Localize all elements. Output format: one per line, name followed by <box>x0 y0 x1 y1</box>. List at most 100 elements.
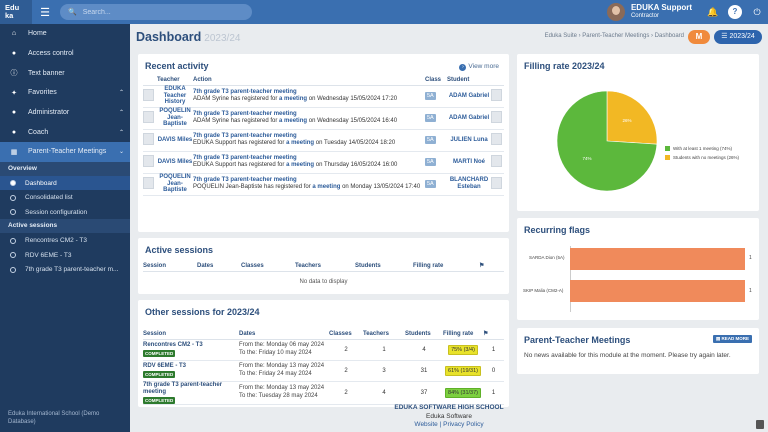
sidebar-item-administrator[interactable]: ● Administrator ⌃ <box>0 103 130 123</box>
recent-activity-title: Recent activity <box>145 61 209 71</box>
sidebar-label: Favorites <box>28 89 57 97</box>
session-name[interactable]: 7th grade T3 parent-teacher meeting <box>143 381 223 395</box>
sidebar-item-text-banner[interactable]: ⓘ Text banner <box>0 63 130 83</box>
sidebar-item-access-control[interactable]: ● Access control <box>0 44 130 64</box>
sidebar-label: Parent-Teacher Meetings <box>28 148 107 156</box>
filling-rate-badge: 84% (31/37) <box>445 387 481 398</box>
students-count: 4 <box>405 339 443 361</box>
other-sessions-title: Other sessions for 2023/24 <box>145 307 260 317</box>
action-title[interactable]: 7th grade T3 parent-teacher meeting <box>193 88 297 95</box>
year-select-button[interactable]: ☰ 2023/24 <box>714 30 762 44</box>
bar-value-label: 1 <box>749 255 752 261</box>
power-icon[interactable]: ⏻ <box>753 7 761 17</box>
action-detail: EDUKA Support has registered for a meeti… <box>193 162 425 170</box>
table-row: EDUKA Teacher History 7th grade T3 paren… <box>143 85 504 108</box>
breadcrumb[interactable]: Eduka Suite › Parent-Teacher Meetings › … <box>544 33 684 39</box>
arrow-right-icon: › <box>459 64 467 71</box>
column-header-dates: Dates <box>197 261 241 272</box>
legend-item[interactable]: Students with no meetings (26%) <box>665 155 739 160</box>
date-to: To the: Tuesday 28 may 2024 <box>239 392 318 399</box>
eduka-help-button[interactable]: M <box>688 30 710 44</box>
sidebar-item-favorites[interactable]: ✦ Favorites ⌃ <box>0 83 130 103</box>
action-title[interactable]: 7th grade T3 parent-teacher meeting <box>193 176 297 183</box>
student-name[interactable]: MARTI Noé <box>447 151 491 174</box>
chevron-up-icon: ⌃ <box>118 90 124 97</box>
students-count: 37 <box>405 381 443 405</box>
student-photo <box>491 177 502 189</box>
class-badge: 5A <box>425 114 436 122</box>
table-row: DAVIS Miles 7th grade T3 parent-teacher … <box>143 151 504 174</box>
subitem-label: Rencontres CM2 - T3 <box>25 237 88 245</box>
table-row[interactable]: RDV 6EME - T3 COMPLETED From the: Monday … <box>143 360 504 382</box>
student-name[interactable]: ADAM Gabriel <box>447 85 491 108</box>
sidebar-item-parent-teacher-meetings[interactable]: ▦ Parent-Teacher Meetings ⌄ <box>0 142 130 162</box>
student-name[interactable]: BLANCHARD Esteban <box>447 173 491 196</box>
logo-text-1: Edu <box>5 3 20 12</box>
circle-icon <box>10 194 16 201</box>
read-more-button[interactable]: ▤ READ MORE <box>712 335 752 343</box>
bar-mark <box>570 248 745 270</box>
bell-icon[interactable]: 🔔 <box>707 7 719 17</box>
bar-category-label: SARDA Dion (5A) <box>529 255 565 260</box>
sidebar-subitem-session-configuration[interactable]: Session configuration <box>0 205 130 220</box>
table-row[interactable]: Rencontres CM2 - T3 COMPLETED From the: M… <box>143 339 504 361</box>
pie-slice[interactable] <box>606 90 657 145</box>
circle-icon <box>10 266 16 273</box>
sidebar-item-coach[interactable]: ● Coach ⌃ <box>0 122 130 142</box>
sidebar-item-home[interactable]: ⌂ Home <box>0 24 130 44</box>
students-count: 31 <box>405 360 443 382</box>
column-header-teachers: Teachers <box>295 261 355 272</box>
sidebar-subitem-session[interactable]: 7th grade T3 parent-teacher m... <box>0 262 130 277</box>
news-empty-message: No news available for this module at the… <box>524 352 731 359</box>
teacher-name[interactable]: POQUELIN Jean-Baptiste <box>157 173 193 196</box>
column-header-dates: Dates <box>239 324 329 340</box>
legend-item[interactable]: With at least 1 meeting (74%) <box>665 146 739 151</box>
hamburger-menu-icon[interactable]: ☰ <box>40 6 50 19</box>
help-icon[interactable]: ? <box>728 5 742 19</box>
filling-rate-title: Filling rate 2023/24 <box>524 61 605 71</box>
active-sessions-heading: Active sessions <box>0 219 130 234</box>
table-row[interactable]: 7th grade T3 parent-teacher meeting COMPL… <box>143 381 504 405</box>
date-from: From the: Monday 13 may 2024 <box>239 363 325 369</box>
student-name[interactable]: ADAM Gabriel <box>447 107 491 130</box>
session-name[interactable]: Rencontres CM2 - T3 <box>143 342 203 348</box>
pie-slice[interactable] <box>557 90 657 192</box>
main-content: Dashboard 2023/24 Eduka Suite › Parent-Te… <box>130 24 768 432</box>
teacher-name[interactable]: EDUKA Teacher History <box>157 85 193 108</box>
action-meeting: a meeting <box>286 162 315 168</box>
table-row: POQUELIN Jean-Baptiste 7th grade T3 pare… <box>143 173 504 196</box>
action-title[interactable]: 7th grade T3 parent-teacher meeting <box>193 110 297 117</box>
sidebar-subitem-dashboard[interactable]: Dashboard <box>0 175 130 191</box>
sidebar-subitem-consolidated-list[interactable]: Consolidated list <box>0 190 130 205</box>
class-badge: 5A <box>425 158 436 166</box>
recurring-flags-card: Recurring flags SARDA Dion (5A) 1 SKIP M… <box>517 218 759 320</box>
calculator-icon[interactable] <box>756 420 764 429</box>
sidebar-subitem-session[interactable]: RDV 6EME - T3 <box>0 248 130 263</box>
search-box[interactable]: 🔍 <box>60 4 252 20</box>
teacher-name[interactable]: DAVIS Miles <box>157 151 193 174</box>
user-info[interactable]: EDUKA Support Contractor <box>631 3 692 21</box>
recent-activity-card: Recent activity › View more Teacher Actio… <box>138 54 509 232</box>
session-name[interactable]: RDV 6EME - T3 <box>143 363 187 369</box>
column-header-teacher: Teacher <box>157 75 193 86</box>
filling-rate-badge: 61% (19/31) <box>445 365 481 376</box>
view-more-link[interactable]: › View more <box>459 63 499 71</box>
subitem-label: Consolidated list <box>25 194 73 202</box>
privacy-policy-link[interactable]: Privacy Policy <box>443 421 484 428</box>
teacher-name[interactable]: DAVIS Miles <box>157 129 193 152</box>
user-avatar[interactable] <box>606 3 625 21</box>
date-to: To the: Friday 24 may 2024 <box>239 370 312 377</box>
pie-slice-label: 74% <box>582 156 591 161</box>
student-name[interactable]: JULIEN Luna <box>447 129 491 152</box>
search-input[interactable] <box>82 8 243 16</box>
page-title-year: 2023/24 <box>204 33 241 44</box>
action-title[interactable]: 7th grade T3 parent-teacher meeting <box>193 154 297 161</box>
eduka-logo[interactable]: Edu ka <box>0 0 32 24</box>
teacher-name[interactable]: POQUELIN Jean-Baptiste <box>157 107 193 130</box>
website-link[interactable]: Website <box>414 421 438 428</box>
sidebar-subitem-session[interactable]: Rencontres CM2 - T3 <box>0 233 130 248</box>
meeting-icon: ▦ <box>10 148 18 156</box>
action-title[interactable]: 7th grade T3 parent-teacher meeting <box>193 132 297 139</box>
class-badge: 5A <box>425 92 436 100</box>
flags-count: 0 <box>483 360 504 382</box>
